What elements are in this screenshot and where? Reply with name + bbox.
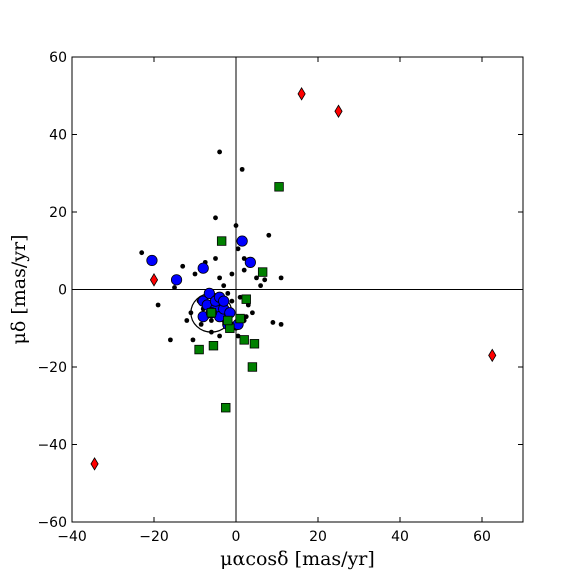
point-dot-5 <box>180 263 186 269</box>
point-square-9 <box>208 340 219 351</box>
point-square-0 <box>274 182 284 192</box>
point-dot-35 <box>254 275 259 281</box>
point-dot-31 <box>241 267 247 273</box>
point-dot-30 <box>241 256 247 261</box>
point-dot-0 <box>139 250 145 256</box>
x-tick-label: 20 <box>309 529 327 545</box>
reference-lines <box>72 57 523 522</box>
y-axis-label: μδ [mas/yr] <box>8 235 30 345</box>
point-square-6 <box>223 315 233 326</box>
point-square-12 <box>221 402 231 413</box>
point-diamond-3 <box>488 348 497 363</box>
y-tick-label: 20 <box>49 205 67 221</box>
point-diamond-1 <box>334 104 343 119</box>
point-square-11 <box>247 362 258 372</box>
point-dot-39 <box>270 320 276 325</box>
y-tick-label: 0 <box>58 283 67 299</box>
point-dot-36 <box>258 283 263 289</box>
point-dot-17 <box>217 275 223 281</box>
point-dot-15 <box>213 256 218 261</box>
x-tick-label: −20 <box>139 529 169 545</box>
point-dot-24 <box>229 271 235 277</box>
point-dot-23 <box>229 298 235 304</box>
point-circle-2 <box>197 262 209 274</box>
point-dot-6 <box>184 318 190 323</box>
point-dot-45 <box>225 290 231 296</box>
point-dot-37 <box>262 277 268 283</box>
point-dot-34 <box>250 310 255 316</box>
point-square-10 <box>194 344 204 355</box>
point-dot-27 <box>235 333 241 339</box>
point-dot-32 <box>243 314 249 320</box>
y-tick-label: −20 <box>37 360 67 376</box>
point-dot-16 <box>217 149 223 155</box>
point-square-4 <box>235 313 245 324</box>
point-dot-7 <box>188 310 194 316</box>
point-dot-2 <box>168 337 173 343</box>
point-circle-1 <box>170 274 183 286</box>
point-circle-17 <box>218 295 230 307</box>
point-dot-40 <box>278 321 284 327</box>
point-square-2 <box>257 267 268 277</box>
y-tick-label: −40 <box>37 438 67 454</box>
point-dot-49 <box>209 318 214 323</box>
y-axis-ticks: −60 −40 −20 0 20 40 60 <box>37 50 523 531</box>
x-axis-label: μαcosδ [mas/yr] <box>220 548 375 570</box>
point-square-8 <box>249 339 260 349</box>
point-circle-4 <box>244 256 256 268</box>
point-dot-14 <box>213 215 218 221</box>
point-square-3 <box>241 294 251 304</box>
data-points <box>90 87 497 471</box>
point-square-1 <box>216 236 227 246</box>
y-tick-label: 40 <box>49 128 67 144</box>
point-dot-13 <box>209 329 214 335</box>
y-tick-label: 60 <box>49 50 67 66</box>
point-dot-25 <box>233 223 239 228</box>
point-circle-8 <box>203 287 215 299</box>
point-square-13 <box>206 308 217 318</box>
point-dot-26 <box>235 246 241 252</box>
y-tick-label: −60 <box>37 515 67 531</box>
x-tick-label: 60 <box>473 529 491 545</box>
point-dot-3 <box>172 285 177 290</box>
point-dot-41 <box>278 275 284 281</box>
point-diamond-4 <box>90 457 99 471</box>
series-diamond <box>90 87 497 471</box>
point-square-7 <box>239 335 249 345</box>
x-axis-ticks: −40 −20 0 20 40 60 <box>57 57 491 545</box>
point-diamond-0 <box>297 87 306 101</box>
point-dot-28 <box>237 294 243 300</box>
point-diamond-2 <box>149 273 159 287</box>
point-dot-1 <box>155 302 161 308</box>
series-square <box>194 182 284 413</box>
point-dot-8 <box>190 337 196 343</box>
x-tick-label: −40 <box>57 529 87 545</box>
point-square-5 <box>225 323 235 333</box>
point-circle-3 <box>236 235 248 247</box>
x-tick-label: 40 <box>391 529 409 545</box>
point-circle-0 <box>146 254 158 267</box>
point-dot-50 <box>217 333 223 339</box>
point-dot-9 <box>192 271 198 277</box>
point-dot-29 <box>239 166 245 172</box>
point-dot-38 <box>266 232 272 238</box>
point-dot-11 <box>198 321 204 327</box>
x-tick-label: 0 <box>232 529 241 545</box>
point-dot-20 <box>221 283 227 289</box>
